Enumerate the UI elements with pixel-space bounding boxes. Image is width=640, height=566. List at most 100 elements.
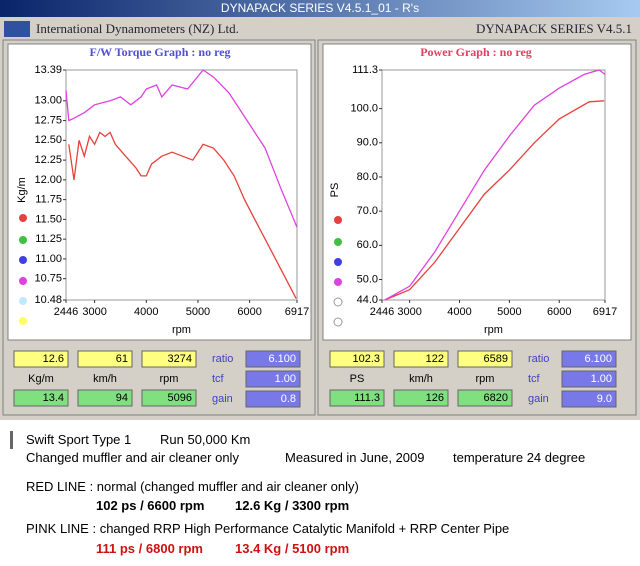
readout-box xyxy=(457,389,513,407)
setting-label: tcf xyxy=(528,373,541,385)
setting-value: 1.00 xyxy=(275,373,296,385)
note: temperature 24 degree xyxy=(453,450,586,465)
note: Run 50,000 Km xyxy=(160,432,251,447)
panel xyxy=(317,39,637,416)
readout-box xyxy=(393,350,449,368)
y-tick-label: 10.75 xyxy=(34,273,62,285)
title-bar xyxy=(0,0,640,17)
dynapack-window: DYNAPACK SERIES V4.5.1_01 - R's Internat… xyxy=(0,0,640,420)
panel xyxy=(2,39,316,416)
note: 12.6 Kg / 3300 rpm xyxy=(235,498,350,513)
readout-box xyxy=(141,350,197,368)
y-tick-label: 10.48 xyxy=(34,294,62,306)
note: 102 ps / 6600 rpm xyxy=(96,498,205,513)
series-line xyxy=(384,69,606,301)
plot-area xyxy=(381,69,606,301)
readout-box xyxy=(13,350,69,368)
x-tick-label: 4000 xyxy=(447,306,471,318)
setting-value: 6.100 xyxy=(584,353,612,365)
note: RED LINE : normal (changed muffler and a… xyxy=(26,479,359,494)
readout-value: 94 xyxy=(116,392,128,404)
y-tick-label: 11.00 xyxy=(35,253,62,265)
setting-label: tcf xyxy=(212,373,225,385)
note: Swift Sport Type 1 xyxy=(26,432,132,447)
readout-box xyxy=(77,389,133,407)
y-tick-label: 11.75 xyxy=(35,194,62,206)
y-tick-label: 13.39 xyxy=(34,64,62,76)
y-tick-label: 111.3 xyxy=(352,64,378,76)
x-tick-label: 2446 xyxy=(370,306,394,318)
readout-unit: km/h xyxy=(93,373,117,385)
readout-value: 122 xyxy=(426,353,444,365)
readout-box xyxy=(457,350,513,368)
y-tick-label: 12.00 xyxy=(34,174,62,186)
readout-value: 6589 xyxy=(484,353,508,365)
legend-dots xyxy=(19,214,343,327)
y-tick-label: 100.0 xyxy=(350,103,378,115)
y-tick-label: 80.0 xyxy=(357,171,378,183)
y-tick-label: 13.00 xyxy=(34,95,62,107)
y-tick-label: 60.0 xyxy=(357,239,378,251)
setting-box xyxy=(245,350,301,368)
readout-value: 13.4 xyxy=(43,392,64,404)
x-tick-label: 6000 xyxy=(547,306,571,318)
x-tick-label: 5000 xyxy=(497,306,521,318)
readout-value: 6820 xyxy=(484,392,508,404)
readout-box xyxy=(77,350,133,368)
readout-unit: Kg/m xyxy=(28,373,54,385)
chart-title: Power Graph : no reg xyxy=(420,45,532,59)
x-tick-label: 6917 xyxy=(593,306,617,318)
setting-box xyxy=(245,370,301,388)
setting-label: gain xyxy=(528,393,549,405)
x-tick-label: 3000 xyxy=(397,306,421,318)
note: 111 ps / 6800 rpm xyxy=(96,541,203,556)
y-tick-label: 11.50 xyxy=(35,213,62,225)
y-tick-label: 12.25 xyxy=(34,154,62,166)
x-tick-label: 4000 xyxy=(134,306,158,318)
setting-value: 6.100 xyxy=(268,353,296,365)
note: PINK LINE : changed RRP High Performance… xyxy=(26,521,510,536)
y-tick-label: 50.0 xyxy=(357,273,378,285)
setting-box xyxy=(561,390,617,408)
setting-value: 9.0 xyxy=(597,393,612,405)
readout-box xyxy=(329,389,385,407)
note: Changed muffler and air cleaner only xyxy=(26,450,239,465)
y-axis-label: Kg/m xyxy=(16,177,28,203)
readout-box xyxy=(13,389,69,407)
y-tick-label: 11.25 xyxy=(35,233,62,245)
series-line xyxy=(65,69,298,228)
readout-value: 3274 xyxy=(168,353,192,365)
plot-area xyxy=(65,69,298,301)
logo xyxy=(4,21,30,37)
series-line xyxy=(68,131,297,299)
setting-label: ratio xyxy=(528,353,549,365)
x-tick-label: 5000 xyxy=(186,306,210,318)
readout-unit: rpm xyxy=(476,373,495,385)
chart-bg xyxy=(7,43,312,341)
setting-box xyxy=(561,370,617,388)
readout-unit: rpm xyxy=(160,373,179,385)
readout-value: 111.3 xyxy=(354,392,380,404)
x-axis-label: rpm xyxy=(172,324,191,336)
readout-box xyxy=(141,389,197,407)
y-tick-label: 44.0 xyxy=(357,294,378,306)
chart-title: F/W Torque Graph : no reg xyxy=(89,45,230,59)
setting-box xyxy=(245,390,301,408)
x-tick-label: 6000 xyxy=(237,306,261,318)
note-bar xyxy=(10,431,13,449)
readout-value: 61 xyxy=(116,353,128,365)
x-tick-label: 3000 xyxy=(82,306,106,318)
series-line xyxy=(384,100,605,301)
setting-value: 1.00 xyxy=(591,373,612,385)
x-tick-label: 2446 xyxy=(54,306,78,318)
y-tick-label: 70.0 xyxy=(357,205,378,217)
y-tick-label: 12.50 xyxy=(34,134,62,146)
x-axis-label: rpm xyxy=(484,324,503,336)
readout-unit: km/h xyxy=(409,373,433,385)
note: 13.4 Kg / 5100 rpm xyxy=(235,541,350,556)
readout-value: 5096 xyxy=(168,392,192,404)
readout-value: 102.3 xyxy=(352,353,380,365)
readout-unit: PS xyxy=(350,373,365,385)
x-tick-label: 6917 xyxy=(285,306,309,318)
